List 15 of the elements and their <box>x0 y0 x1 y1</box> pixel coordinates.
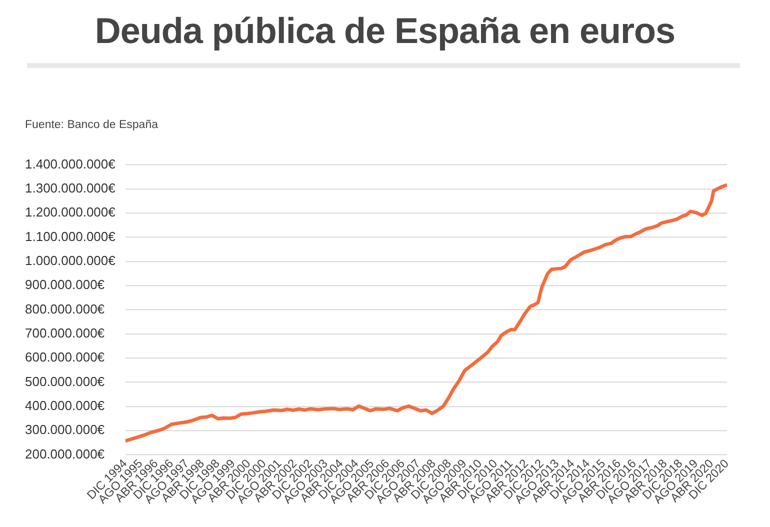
y-tick-label: 400.000.000€ <box>25 398 106 413</box>
y-tick-label: 1.200.000.000€ <box>25 204 116 220</box>
chart-title: Deuda pública de España en euros <box>94 10 676 52</box>
y-tick-label: 200.000.000€ <box>25 446 106 462</box>
y-tick-label: 1.300.000.000€ <box>25 180 116 196</box>
y-tick-label: 700.000.000€ <box>25 326 106 340</box>
y-tick-label: 1.400.000.000€ <box>25 156 116 172</box>
y-tick-label: 300.000.000€ <box>25 422 106 438</box>
y-tick-label: 900.000.000€ <box>25 277 106 292</box>
source-note: Fuente: Banco de España <box>25 119 158 131</box>
y-tick-label: 1.100.000.000€ <box>25 228 116 244</box>
y-tick-label: 800.000.000€ <box>25 301 106 316</box>
y-tick-label: 500.000.000€ <box>25 374 106 389</box>
y-tick-label: 1.000.000.000€ <box>25 253 116 268</box>
y-tick-label: 600.000.000€ <box>25 350 106 365</box>
